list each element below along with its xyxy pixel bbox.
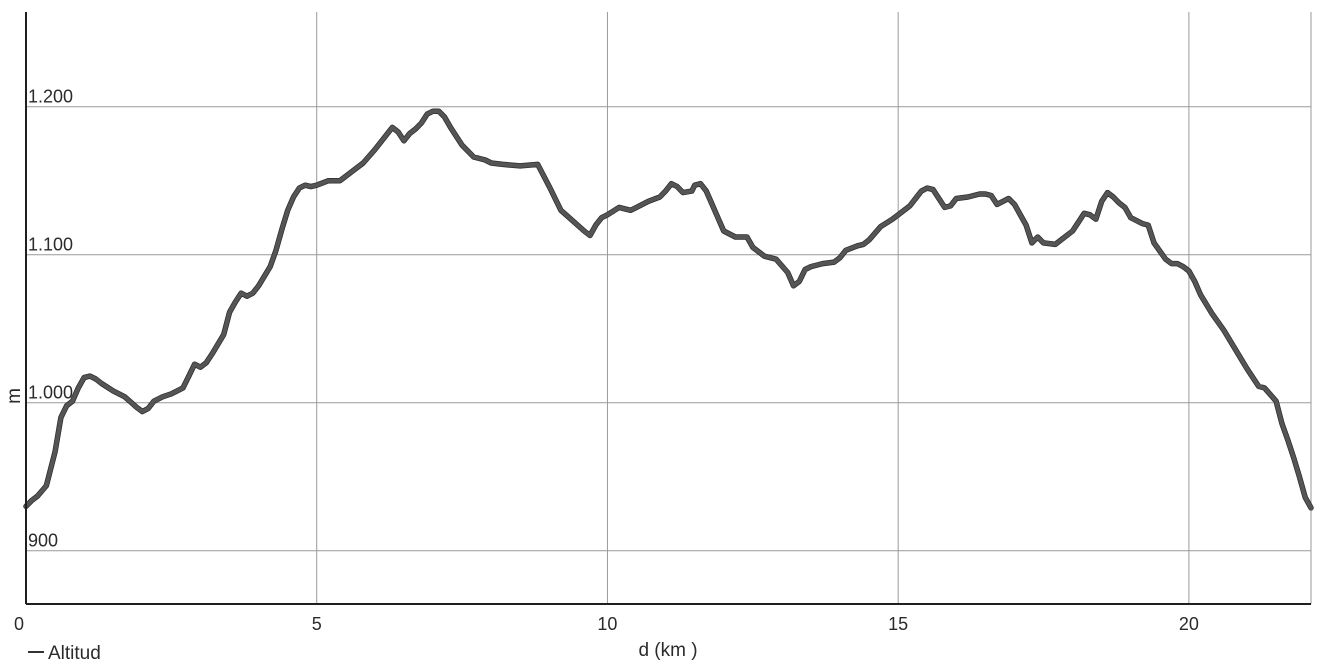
x-tick-label-0: 0 (14, 614, 24, 634)
x-tick-labels: 0 5 10 15 20 (14, 614, 1199, 634)
y-axis-label: m (4, 388, 25, 404)
x-tick-label-5: 5 (312, 614, 322, 634)
axis-layer (25, 12, 1311, 605)
y-tick-label-1100: 1.100 (28, 235, 73, 255)
series-layer (23, 108, 1314, 511)
legend-label-altitud: Altitud (48, 643, 101, 662)
series-line-edge-0 (23, 108, 1314, 511)
grid-layer (26, 12, 1312, 604)
y-tick-labels: 900 1.000 1.100 1.200 (28, 87, 73, 551)
x-tick-label-15: 15 (888, 614, 908, 634)
y-tick-label-900: 900 (28, 531, 58, 551)
y-tick-label-1000: 1.000 (28, 383, 73, 403)
x-tick-label-10: 10 (597, 614, 617, 634)
y-tick-label-1200: 1.200 (28, 87, 73, 107)
x-axis-label: d (km ) (638, 640, 697, 661)
x-tick-label-20: 20 (1179, 614, 1199, 634)
legend: Altitud (28, 643, 101, 664)
series-line-altitud (24, 109, 1313, 510)
